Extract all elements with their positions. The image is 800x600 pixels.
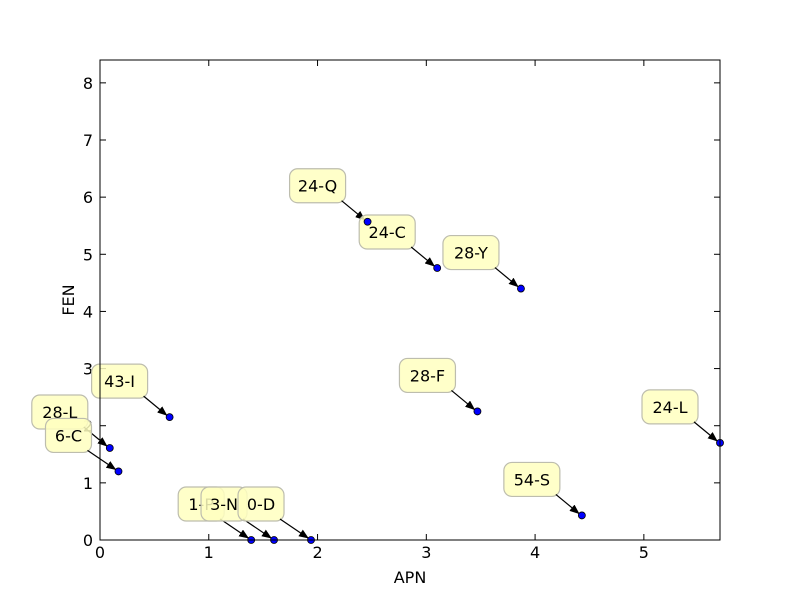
annotation-arrow bbox=[87, 449, 117, 470]
annotation-arrow bbox=[693, 421, 718, 442]
data-point-28-y bbox=[517, 284, 525, 293]
annotation-3-n: 3-N bbox=[200, 486, 272, 539]
annotation-arrow bbox=[410, 246, 435, 267]
y-tick-label: 6 bbox=[83, 188, 93, 207]
y-tick-label: 4 bbox=[83, 302, 93, 321]
annotation-box bbox=[442, 234, 500, 271]
annotation-arrow bbox=[279, 518, 309, 539]
annotation-6-c: 6-C bbox=[44, 417, 117, 470]
x-tick-label: 5 bbox=[639, 543, 649, 562]
annotation-28-y: 28-Y bbox=[442, 234, 519, 288]
annotations-layer: 24-Q24-C28-Y43-I28-F28-L6-C24-L54-S1-P3-… bbox=[31, 168, 718, 539]
annotation-arrow bbox=[219, 518, 250, 539]
annotation-arrow bbox=[143, 395, 168, 416]
annotation-box bbox=[503, 461, 561, 498]
annotation-label: 6-C bbox=[55, 426, 82, 445]
annotation-box bbox=[91, 363, 149, 399]
annotation-label: 43-I bbox=[104, 372, 135, 391]
x-tick-label: 0 bbox=[95, 543, 105, 562]
annotation-label: 0-D bbox=[247, 495, 275, 514]
annotation-box bbox=[641, 389, 699, 425]
annotation-label: 3-N bbox=[210, 495, 238, 514]
annotation-label: 24-Q bbox=[298, 177, 337, 196]
annotation-box bbox=[398, 357, 457, 394]
y-tick-label: 8 bbox=[83, 74, 93, 93]
annotation-label: 24-C bbox=[369, 223, 406, 242]
annotation-label: 28-L bbox=[42, 403, 77, 422]
annotation-arrow bbox=[242, 518, 272, 539]
annotation-arrow bbox=[555, 493, 580, 515]
y-tick-label: 0 bbox=[83, 531, 93, 550]
annotation-box bbox=[44, 417, 93, 454]
annotation-54-s: 54-S bbox=[503, 461, 580, 515]
annotation-arrow bbox=[494, 267, 519, 288]
annotation-28-f: 28-F bbox=[398, 357, 476, 411]
y-tick-label: 7 bbox=[83, 131, 93, 150]
annotation-label: 24-L bbox=[652, 398, 687, 417]
plot-area bbox=[100, 60, 720, 540]
x-tick-label: 4 bbox=[530, 543, 540, 562]
x-axis-title: APN bbox=[394, 568, 427, 587]
plot-frame bbox=[99, 59, 721, 541]
annotation-0-d: 0-D bbox=[237, 486, 309, 539]
annotation-label: 54-S bbox=[514, 470, 550, 489]
annotation-24-q: 24-Q bbox=[288, 168, 366, 221]
annotation-24-l: 24-L bbox=[641, 389, 718, 442]
x-tick-label: 1 bbox=[204, 543, 214, 562]
x-tick-label: 2 bbox=[312, 543, 322, 562]
data-point-43-i bbox=[165, 413, 174, 422]
data-point-6-c bbox=[114, 467, 123, 476]
annotation-arrow bbox=[451, 389, 476, 411]
annotation-box bbox=[288, 168, 347, 204]
data-point-28-l bbox=[105, 444, 114, 452]
annotation-box bbox=[358, 214, 416, 250]
y-tick-label: 3 bbox=[83, 360, 93, 379]
annotation-24-c: 24-C bbox=[358, 214, 435, 267]
annotation-43-i: 43-I bbox=[91, 363, 168, 416]
y-tick-label: 1 bbox=[83, 474, 93, 493]
annotation-label: 28-Y bbox=[454, 244, 488, 263]
y-tick-label: 5 bbox=[83, 245, 93, 264]
annotation-label: 28-F bbox=[410, 366, 445, 385]
data-point-24-c bbox=[433, 264, 442, 272]
data-point-54-s bbox=[577, 511, 586, 520]
annotation-arrow bbox=[341, 200, 366, 221]
annotation-box bbox=[237, 486, 285, 522]
data-point-28-f bbox=[473, 407, 482, 416]
ticks-layer: 012345012345678 bbox=[83, 60, 720, 562]
x-tick-label: 3 bbox=[421, 543, 431, 562]
y-axis-title: FEN bbox=[59, 284, 78, 315]
data-point-24-q bbox=[363, 217, 372, 226]
